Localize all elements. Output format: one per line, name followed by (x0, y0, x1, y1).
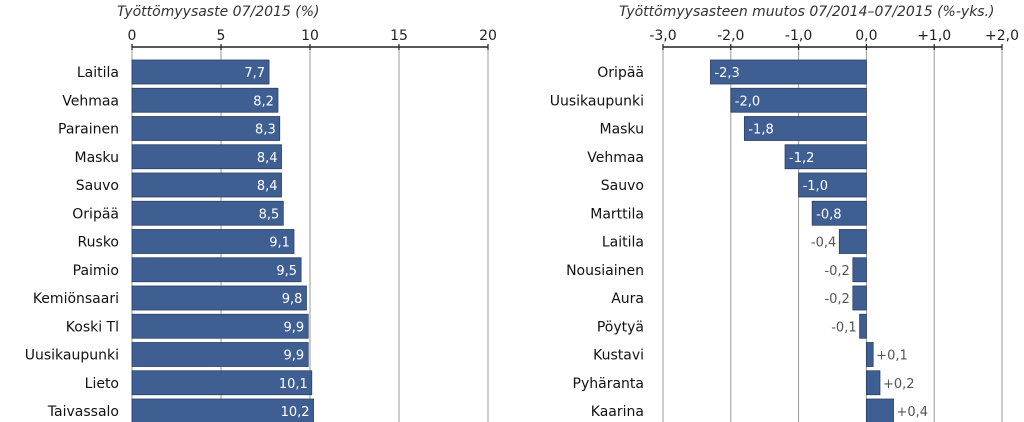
rate-category-label: Lieto (85, 376, 119, 392)
change-bar (852, 257, 867, 283)
change-bar (866, 398, 894, 422)
rate-bar (131, 59, 270, 85)
change-chart-title: Työttömyysasteen muutos 07/2014–07/2015 … (619, 4, 995, 20)
change-value-label: -0,8 (816, 207, 841, 222)
rate-bar (131, 87, 279, 113)
rate-value-label: 9,8 (282, 292, 303, 307)
rate-value-label: 10,2 (281, 405, 310, 420)
rate-category-label: Uusikaupunki (25, 348, 119, 364)
rate-bar (131, 285, 307, 311)
change-category-label: Sauvo (601, 178, 644, 194)
rate-bar (131, 172, 282, 198)
change-bar (838, 229, 867, 254)
rate-value-label: 8,2 (253, 94, 274, 109)
rate-value-label: 7,7 (244, 66, 265, 81)
change-value-label: -0,2 (824, 292, 849, 307)
change-category-label: Uusikaupunki (550, 93, 644, 109)
rate-tick-label: 10 (301, 28, 319, 44)
rate-bar (131, 398, 314, 422)
change-category-label: Marttila (590, 206, 644, 222)
rate-value-label: 8,4 (257, 179, 278, 194)
change-bar (859, 313, 867, 339)
rate-bar (131, 370, 313, 396)
rate-value-label: 10,1 (279, 377, 308, 392)
rate-tick-label: 5 (217, 28, 226, 44)
change-tick-label: -1,0 (785, 28, 812, 44)
change-tick-label: -3,0 (649, 28, 676, 44)
rate-bar (131, 342, 309, 367)
change-bar (710, 59, 867, 85)
change-category-label: Laitila (602, 235, 644, 251)
change-tick-label: 0,0 (855, 28, 877, 44)
rate-category-label: Taivassalo (47, 404, 119, 420)
rate-category-label: Masku (74, 150, 119, 166)
rate-value-label: 8,4 (257, 151, 278, 166)
rate-bar (131, 200, 284, 226)
rate-category-label: Rusko (78, 235, 119, 251)
rate-bar (131, 116, 281, 141)
rate-tick-label: 0 (128, 28, 137, 44)
rate-category-label: Paimio (73, 263, 119, 279)
rate-category-label: Koski Tl (66, 319, 119, 335)
rate-value-label: 8,5 (259, 207, 280, 222)
change-bar (866, 342, 874, 367)
change-tick-label: +1,0 (917, 28, 951, 44)
change-bar (866, 370, 881, 396)
rate-tick-label: 20 (479, 28, 497, 44)
change-tick-label: +2,0 (985, 28, 1019, 44)
rate-tick-label: 15 (390, 28, 408, 44)
change-tick-label: -2,0 (717, 28, 744, 44)
change-category-label: Nousiainen (566, 263, 644, 279)
change-bar (743, 116, 867, 141)
rate-category-label: Kemiönsaari (33, 291, 119, 307)
rate-category-label: Oripää (72, 206, 119, 222)
change-bar (784, 144, 867, 170)
change-category-label: Oripää (597, 65, 644, 81)
change-category-label: Pyhäranta (573, 376, 644, 392)
change-category-label: Kustavi (593, 348, 644, 364)
change-value-label: -2,0 (735, 94, 760, 109)
change-bar (798, 172, 867, 198)
rate-bar (131, 313, 309, 339)
rate-category-label: Vehmaa (62, 93, 119, 109)
change-bar (852, 285, 867, 311)
change-value-label: +0,2 (883, 377, 915, 392)
change-value-label: -0,1 (831, 320, 856, 335)
change-bar (811, 200, 867, 226)
change-value-label: +0,1 (876, 349, 908, 364)
change-category-label: Aura (611, 291, 644, 307)
rate-value-label: 9,9 (284, 349, 305, 364)
rate-category-label: Sauvo (76, 178, 119, 194)
change-category-label: Vehmaa (587, 150, 644, 166)
rate-category-label: Laitila (77, 65, 119, 81)
change-category-label: Pöytyä (597, 319, 644, 335)
change-value-label: -2,3 (714, 66, 739, 81)
rate-value-label: 8,3 (255, 123, 276, 138)
change-category-label: Masku (599, 122, 644, 138)
change-value-label: +0,4 (897, 405, 929, 420)
rate-value-label: 9,9 (284, 320, 305, 335)
rate-value-label: 9,5 (276, 264, 297, 279)
rate-bar (131, 229, 295, 254)
rate-bar (131, 144, 282, 170)
rate-chart-title: Työttömyysaste 07/2015 (%) (117, 4, 320, 20)
change-bar (730, 87, 867, 113)
change-value-label: -1,8 (748, 123, 773, 138)
change-value-label: -1,0 (803, 179, 828, 194)
change-value-label: -0,4 (811, 236, 836, 251)
change-value-label: -0,2 (824, 264, 849, 279)
rate-value-label: 9,1 (269, 236, 290, 251)
rate-bar (131, 257, 302, 283)
change-value-label: -1,2 (789, 151, 814, 166)
rate-category-label: Parainen (58, 122, 119, 138)
change-category-label: Kaarina (591, 404, 644, 420)
